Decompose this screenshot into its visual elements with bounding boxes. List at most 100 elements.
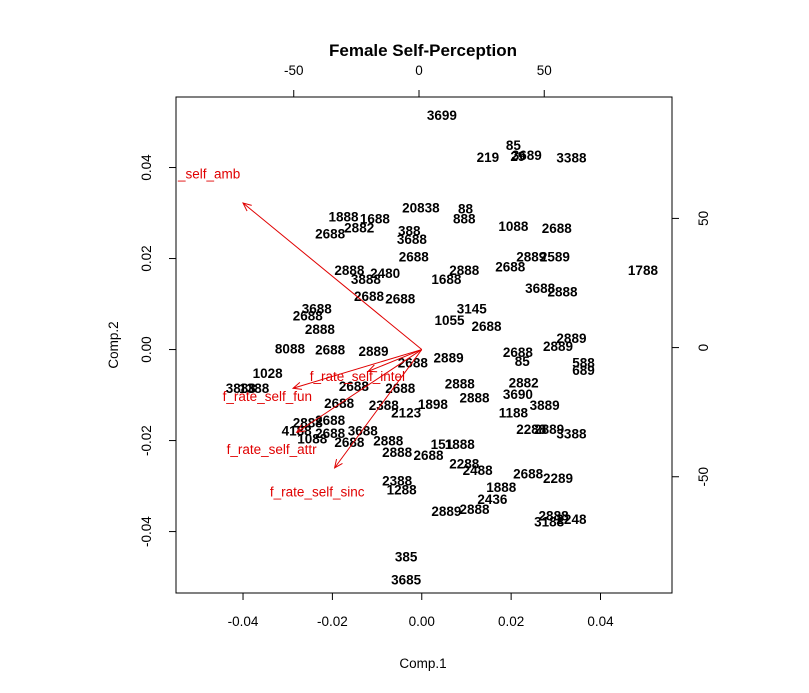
point-label: 2889 bbox=[358, 344, 388, 359]
point-label: 1888 bbox=[445, 437, 476, 452]
point-label: 2688 bbox=[542, 221, 573, 236]
point-label: 2388 bbox=[369, 398, 400, 413]
point-label: 1088 bbox=[297, 431, 328, 446]
point-label: 2882 bbox=[509, 375, 539, 390]
top-tick-label: 50 bbox=[537, 63, 552, 78]
arrow-head bbox=[242, 202, 252, 212]
top-tick-label: -50 bbox=[284, 63, 304, 78]
right-tick-label: 0 bbox=[696, 344, 711, 352]
loading-arrow bbox=[367, 349, 422, 372]
y-tick-label: 0.02 bbox=[139, 245, 154, 271]
point-label: 2888 bbox=[334, 263, 365, 278]
arrow-head bbox=[295, 424, 306, 434]
loading-arrow bbox=[334, 349, 423, 469]
point-label: 2688 bbox=[339, 379, 370, 394]
point-label: 388 bbox=[398, 223, 421, 238]
point-label: 151 bbox=[431, 437, 454, 452]
loading-label: f_rate_self_attr bbox=[227, 442, 318, 457]
x-tick-label: 0.04 bbox=[587, 614, 614, 629]
point-label: 8088 bbox=[275, 342, 306, 357]
point-label: 2248 bbox=[556, 512, 587, 527]
point-label: 2688 bbox=[293, 308, 324, 323]
loading-arrow bbox=[242, 202, 423, 350]
point-label: 29 bbox=[510, 149, 525, 164]
point-label: 1888 bbox=[329, 210, 360, 225]
point-label: 3689 bbox=[512, 148, 542, 163]
point-label: 2889 bbox=[431, 504, 461, 519]
point-label: 20838 bbox=[402, 201, 440, 216]
point-label: 385 bbox=[395, 550, 418, 565]
point-label: 2688 bbox=[354, 289, 385, 304]
point-label: 1788 bbox=[628, 263, 659, 278]
arrow-head bbox=[333, 458, 343, 469]
point-label: 219 bbox=[477, 150, 500, 165]
point-label: 3685 bbox=[391, 572, 422, 587]
right-tick-label: 50 bbox=[696, 211, 711, 226]
point-label: 2288 bbox=[516, 422, 547, 437]
point-label: 2688 bbox=[315, 413, 346, 428]
point-label: 3188 bbox=[534, 515, 565, 530]
point-label: 2480 bbox=[370, 266, 400, 281]
point-label: 2688 bbox=[385, 292, 416, 307]
loading-label: _self_amb bbox=[177, 167, 240, 182]
point-label: 1388 bbox=[239, 381, 270, 396]
y-axis-label: Comp.2 bbox=[106, 321, 121, 368]
point-label: 1188 bbox=[499, 405, 529, 420]
y-tick-label: 0.00 bbox=[139, 336, 154, 362]
right-tick-label: -50 bbox=[696, 467, 711, 487]
point-label: 2889 bbox=[434, 351, 464, 366]
chart-title: Female Self-Perception bbox=[329, 41, 517, 60]
point-label: 1288 bbox=[387, 483, 418, 498]
arrow-head bbox=[291, 381, 303, 390]
point-label: 3688 bbox=[397, 232, 428, 247]
point-label: 1688 bbox=[431, 272, 462, 287]
point-label: 888 bbox=[453, 211, 476, 226]
point-label: 3388 bbox=[556, 151, 587, 166]
y-tick-label: -0.02 bbox=[139, 425, 154, 456]
point-label: 2688 bbox=[334, 435, 365, 450]
loading-label: f_rate_self_intel bbox=[310, 369, 405, 384]
point-label: 2688 bbox=[398, 355, 429, 370]
point-label: 3690 bbox=[503, 387, 533, 402]
point-label: 3888 bbox=[226, 381, 257, 396]
point-label: 2888 bbox=[445, 377, 476, 392]
point-label: 2888 bbox=[547, 284, 578, 299]
point-label: 2888 bbox=[459, 502, 490, 517]
point-label: 3688 bbox=[302, 302, 333, 317]
point-label: 2688 bbox=[385, 381, 416, 396]
point-label: 85 bbox=[506, 138, 522, 153]
point-label: 2889 bbox=[543, 339, 573, 354]
point-label: 2688 bbox=[315, 426, 346, 441]
loading-label: f_rate_self_fun bbox=[223, 389, 312, 404]
point-label: 2889 bbox=[516, 249, 546, 264]
loading-arrow bbox=[292, 349, 422, 389]
chart-axes: -0.04 -0.02 0.00 0.02 0.04 -0.04 -0.02 0.00 0.02… bbox=[139, 63, 711, 629]
point-label: 3388 bbox=[556, 427, 587, 442]
point-label: 588 bbox=[572, 355, 595, 370]
point-label: 1688 bbox=[360, 211, 391, 226]
point-label: 1088 bbox=[498, 219, 529, 234]
point-label: 88 bbox=[458, 201, 474, 216]
plot-frame bbox=[175, 96, 673, 594]
point-label: 3888 bbox=[351, 272, 382, 287]
point-label: 2888 bbox=[539, 509, 570, 524]
point-label: 2888 bbox=[449, 263, 480, 278]
point-label: 2589 bbox=[540, 249, 570, 264]
point-label: 1028 bbox=[253, 366, 284, 381]
point-label: 1898 bbox=[418, 397, 449, 412]
arrow-head bbox=[367, 364, 378, 373]
point-label: 85 bbox=[515, 354, 531, 369]
x-axis-label: Comp.1 bbox=[399, 656, 446, 671]
point-label: 2289 bbox=[543, 471, 573, 486]
point-label: 2123 bbox=[391, 405, 422, 420]
point-label: 2288 bbox=[449, 456, 480, 471]
point-label: 2688 bbox=[503, 345, 534, 360]
point-label: 689 bbox=[572, 363, 595, 378]
point-label: 2388 bbox=[382, 474, 413, 489]
top-tick-label: 0 bbox=[415, 63, 423, 78]
point-label: 1888 bbox=[486, 480, 517, 495]
point-label: 2488 bbox=[463, 463, 494, 478]
point-label: 3889 bbox=[530, 398, 560, 413]
